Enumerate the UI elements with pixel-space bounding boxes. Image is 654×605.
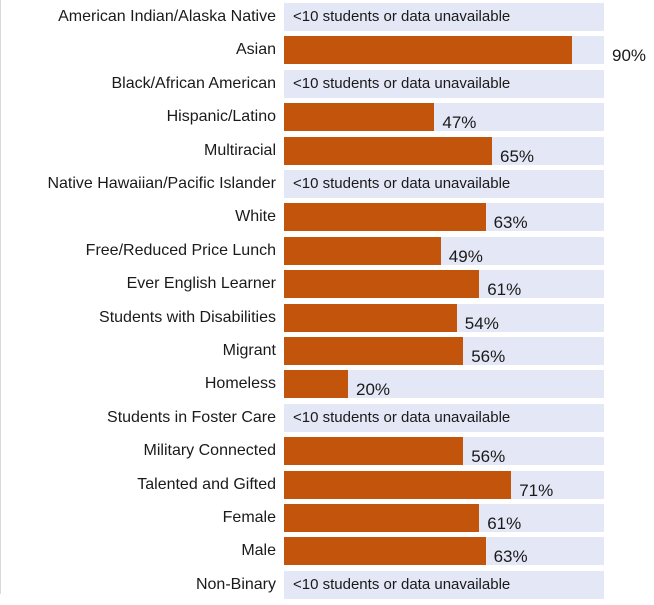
chart-row: Asian 90% xyxy=(0,36,654,70)
bar-track xyxy=(284,170,604,198)
category-label: Free/Reduced Price Lunch xyxy=(85,241,276,259)
category-label: Male xyxy=(241,542,276,560)
bar xyxy=(284,103,435,132)
bar-track xyxy=(284,3,604,31)
bar xyxy=(284,370,348,399)
data-label: 47% xyxy=(442,113,477,133)
category-label: Multiracial xyxy=(203,141,276,159)
chart-row: Students in Foster Care <10 students or d… xyxy=(0,403,654,438)
chart-row: Male 63% xyxy=(0,537,654,571)
chart-row: Native Hawaiian/Pacific Islander <10 stud… xyxy=(0,170,654,204)
bar xyxy=(284,236,441,265)
data-label: 54% xyxy=(464,313,499,333)
unavailable-label: <10 students or data unavailable xyxy=(293,575,511,593)
category-label: Homeless xyxy=(204,375,276,393)
category-label: Asian xyxy=(235,41,276,59)
chart-row: Migrant 56% xyxy=(0,337,654,371)
category-label: White xyxy=(235,208,276,226)
data-label: 20% xyxy=(356,380,391,400)
bar xyxy=(284,270,480,299)
left-border xyxy=(0,0,1,594)
unavailable-label: <10 students or data unavailable xyxy=(293,74,511,92)
chart-row: Black/African American <10 students or da… xyxy=(0,69,654,104)
category-label: Students with Disabilities xyxy=(99,308,276,326)
unavailable-label: <10 students or data unavailable xyxy=(293,408,511,426)
bar xyxy=(284,437,464,466)
unavailable-label: <10 students or data unavailable xyxy=(293,175,511,192)
bar-track xyxy=(284,69,604,98)
category-label: American Indian/Alaska Native xyxy=(58,8,276,25)
data-label: 63% xyxy=(493,547,528,567)
category-label: Students in Foster Care xyxy=(107,408,276,426)
data-label: 49% xyxy=(448,246,483,266)
chart-row: Talented and Gifted 71% xyxy=(0,470,654,505)
bar xyxy=(284,337,464,365)
chart-row: Non-Binary <10 students or data unavailab… xyxy=(0,570,654,605)
category-label: Ever English Learner xyxy=(126,275,276,293)
chart-row: Multiracial 65% xyxy=(0,136,654,171)
bar xyxy=(284,203,486,232)
data-label: 61% xyxy=(487,514,522,533)
data-label: 61% xyxy=(487,280,522,300)
bar xyxy=(284,303,457,332)
category-label: Black/African American xyxy=(111,74,276,92)
category-label: Hispanic/Latino xyxy=(166,108,276,126)
bar xyxy=(284,470,512,499)
category-label: Female xyxy=(222,509,276,526)
category-label: Military Connected xyxy=(143,442,277,460)
data-label: 63% xyxy=(493,213,528,233)
bar-track xyxy=(284,403,604,432)
bar xyxy=(284,537,486,566)
category-label: Migrant xyxy=(222,342,276,359)
data-label: 56% xyxy=(471,347,506,366)
data-label: 90% xyxy=(612,46,647,66)
bar xyxy=(284,504,480,532)
chart-row: Military Connected 56% xyxy=(0,437,654,471)
chart-row: Free/Reduced Price Lunch 49% xyxy=(0,236,654,271)
chart-row: Hispanic/Latino 47% xyxy=(0,103,654,137)
data-label: 56% xyxy=(471,447,506,467)
chart-row: Ever English Learner 61% xyxy=(0,270,654,304)
chart-row: Students with Disabilities 54% xyxy=(0,303,654,338)
unavailable-label: <10 students or data unavailable xyxy=(293,8,511,25)
bar xyxy=(284,36,572,65)
chart-row: Homeless 20% xyxy=(0,370,654,404)
chart-row: White 63% xyxy=(0,203,654,237)
data-label: 71% xyxy=(519,480,554,500)
data-label: 65% xyxy=(500,146,535,166)
category-label: Talented and Gifted xyxy=(137,475,276,493)
category-label: Native Hawaiian/Pacific Islander xyxy=(47,175,276,192)
bar xyxy=(284,136,492,165)
category-label: Non-Binary xyxy=(195,575,276,593)
chart-row: American Indian/Alaska Native <10 student… xyxy=(0,3,654,37)
chart-row: Female 61% xyxy=(0,504,654,538)
